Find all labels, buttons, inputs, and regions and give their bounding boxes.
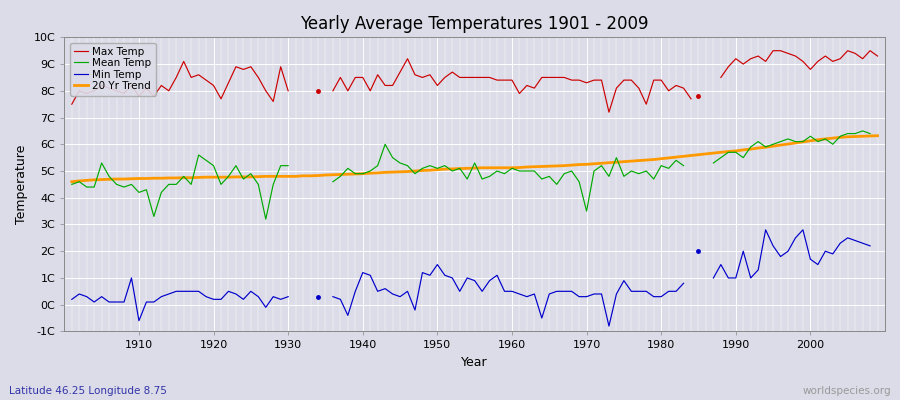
Mean Temp xyxy=(67,182,77,187)
Mean Temp xyxy=(604,174,615,179)
Mean Temp xyxy=(507,166,517,171)
20 Yr Trend xyxy=(67,179,77,184)
X-axis label: Year: Year xyxy=(462,356,488,369)
Max Temp xyxy=(342,88,353,93)
Max Temp xyxy=(507,78,517,82)
Title: Yearly Average Temperatures 1901 - 2009: Yearly Average Temperatures 1901 - 2009 xyxy=(301,15,649,33)
20 Yr Trend xyxy=(126,176,137,181)
Min Temp xyxy=(507,289,517,294)
Text: worldspecies.org: worldspecies.org xyxy=(803,386,891,396)
20 Yr Trend xyxy=(335,172,346,177)
Min Temp xyxy=(604,324,615,328)
Line: Mean Temp: Mean Temp xyxy=(72,131,870,219)
20 Yr Trend xyxy=(290,174,301,179)
Min Temp xyxy=(67,297,77,302)
Legend: Max Temp, Mean Temp, Min Temp, 20 Yr Trend: Max Temp, Mean Temp, Min Temp, 20 Yr Tre… xyxy=(69,42,156,96)
Min Temp xyxy=(514,292,525,296)
Max Temp xyxy=(604,110,615,114)
20 Yr Trend xyxy=(500,165,510,170)
Mean Temp xyxy=(514,169,525,174)
Line: Min Temp: Min Temp xyxy=(72,230,870,326)
Max Temp xyxy=(126,83,137,88)
Max Temp xyxy=(514,91,525,96)
Text: Latitude 46.25 Longitude 8.75: Latitude 46.25 Longitude 8.75 xyxy=(9,386,166,396)
20 Yr Trend xyxy=(507,165,517,170)
20 Yr Trend xyxy=(872,133,883,138)
Line: Max Temp: Max Temp xyxy=(72,51,878,112)
Line: 20 Yr Trend: 20 Yr Trend xyxy=(72,136,878,182)
Min Temp xyxy=(126,276,137,280)
Mean Temp xyxy=(342,166,353,171)
Mean Temp xyxy=(126,182,137,187)
Y-axis label: Temperature: Temperature xyxy=(15,145,28,224)
Min Temp xyxy=(342,313,353,318)
Max Temp xyxy=(872,54,883,58)
Max Temp xyxy=(67,102,77,106)
20 Yr Trend xyxy=(596,161,607,166)
